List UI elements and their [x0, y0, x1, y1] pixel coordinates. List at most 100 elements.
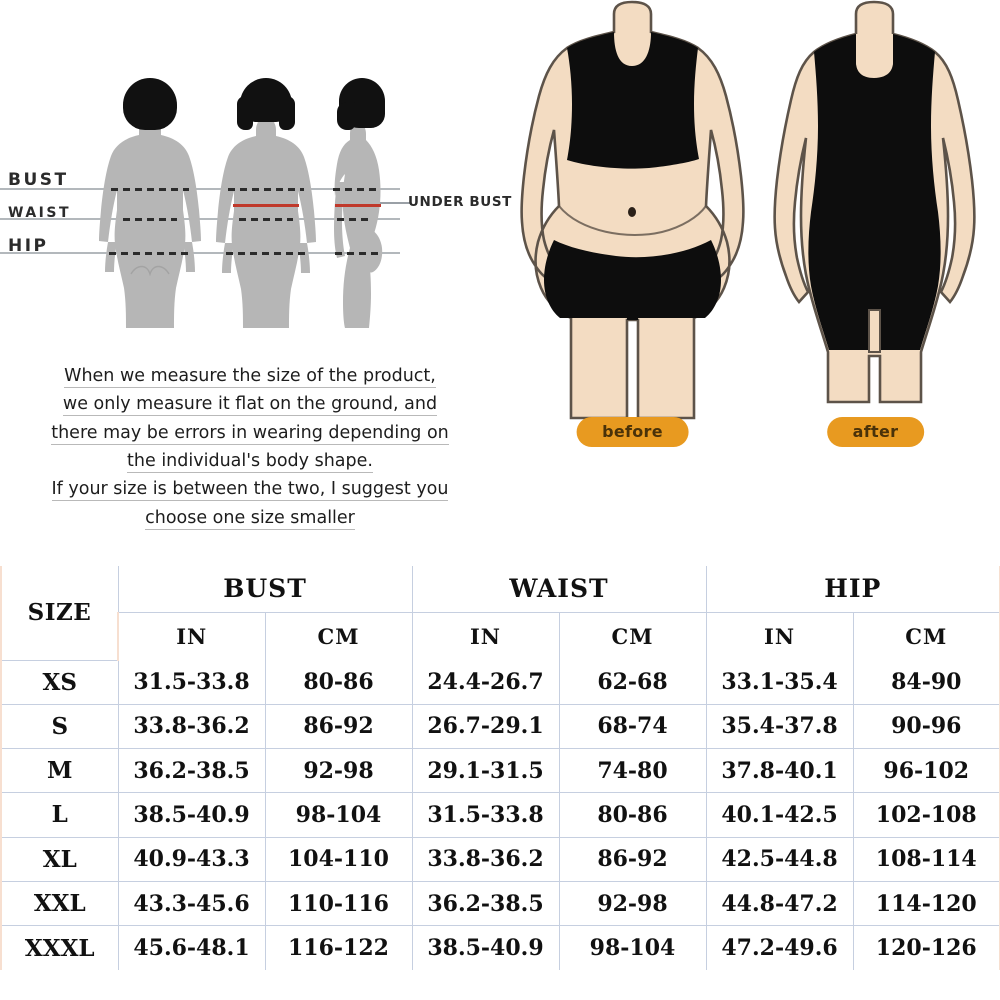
waist-guide-line	[0, 218, 400, 220]
hair-side-view-strand	[337, 102, 355, 130]
header-hip-in: IN	[705, 611, 854, 660]
before-figure: before	[510, 0, 755, 465]
hip-measure-dash-front	[226, 252, 306, 255]
before-body-illustration	[520, 0, 745, 420]
header-hip-cm: CM	[852, 611, 1000, 660]
cell-hip-in: 35.4-37.8	[705, 703, 854, 750]
cell-waist-cm: 80-86	[558, 792, 707, 838]
cell-size: M	[0, 748, 119, 794]
cell-bust-in: 31.5-33.8	[117, 660, 266, 705]
table-row: M 36.2-38.5 92-98 29.1-31.5 74-80 37.8-4…	[0, 748, 1000, 794]
cell-bust-cm: 86-92	[264, 703, 413, 750]
table-row: L 38.5-40.9 98-104 31.5-33.8 80-86 40.1-…	[0, 792, 1000, 838]
cell-hip-cm: 120-126	[852, 925, 1000, 970]
cell-bust-in: 45.6-48.1	[117, 925, 266, 970]
cell-hip-in: 47.2-49.6	[705, 925, 854, 970]
disclaimer-line-2: we only measure it flat on the ground, a…	[62, 394, 438, 417]
header-group-hip: HIP	[705, 566, 1000, 613]
under-bust-measure-line-front	[233, 204, 299, 207]
table-header: SIZE BUST WAIST HIP IN CM IN CM IN CM	[0, 566, 1000, 661]
cell-bust-cm: 116-122	[264, 925, 413, 970]
cell-bust-cm: 92-98	[264, 748, 413, 794]
table-row: XL 40.9-43.3 104-110 33.8-36.2 86-92 42.…	[0, 836, 1000, 882]
cell-size: XL	[0, 836, 119, 882]
disclaimer-line-4: the individual's body shape.	[127, 451, 373, 474]
cell-waist-in: 24.4-26.7	[411, 660, 560, 705]
waist-label: WAIST	[8, 205, 71, 221]
cell-bust-cm: 80-86	[264, 660, 413, 705]
header-row-groups: SIZE BUST WAIST HIP	[0, 566, 1000, 661]
hip-measure-dash-back	[109, 252, 191, 255]
body-figure-back-view	[95, 78, 205, 328]
cell-size: S	[0, 703, 119, 750]
hip-measure-dash-side	[335, 252, 383, 255]
front-view-silhouette	[216, 84, 316, 328]
after-badge: after	[826, 417, 925, 447]
before-badge: before	[576, 417, 689, 447]
cell-hip-in: 33.1-35.4	[705, 660, 854, 705]
cell-hip-cm: 84-90	[852, 660, 1000, 705]
cell-waist-in: 26.7-29.1	[411, 703, 560, 750]
under-bust-label: UNDER BUST	[408, 194, 512, 210]
disclaimer-line-5: If your size is between the two, I sugge…	[51, 479, 449, 502]
cell-waist-in: 33.8-36.2	[411, 836, 560, 882]
cell-waist-cm: 98-104	[558, 925, 707, 970]
header-group-bust: BUST	[117, 566, 413, 613]
cell-hip-in: 44.8-47.2	[705, 880, 854, 927]
cell-waist-cm: 92-98	[558, 880, 707, 927]
measurement-diagram: BUST WAIST HIP UNDER BUST	[0, 0, 520, 340]
cell-bust-in: 38.5-40.9	[117, 792, 266, 838]
cell-size: XS	[0, 660, 119, 705]
body-figure-front-view	[213, 78, 319, 328]
header-bust-in: IN	[117, 611, 266, 660]
cell-size: XXL	[0, 880, 119, 927]
cell-waist-cm: 86-92	[558, 836, 707, 882]
table-row: XXXL 45.6-48.1 116-122 38.5-40.9 98-104 …	[0, 925, 1000, 970]
under-bust-measure-line-side	[335, 204, 381, 207]
bust-guide-line	[0, 188, 400, 190]
disclaimer-line-3: there may be errors in wearing depending…	[51, 422, 449, 445]
disclaimer-line-6: choose one size smaller	[145, 507, 355, 530]
cell-bust-in: 36.2-38.5	[117, 748, 266, 794]
cell-waist-cm: 62-68	[558, 660, 707, 705]
table-row: XS 31.5-33.8 80-86 24.4-26.7 62-68 33.1-…	[0, 660, 1000, 705]
header-waist-in: IN	[411, 611, 560, 660]
cell-size: L	[0, 792, 119, 838]
header-waist-cm: CM	[558, 611, 707, 660]
cell-size: XXXL	[0, 925, 119, 970]
hair-back-view	[123, 78, 177, 130]
cell-bust-cm: 104-110	[264, 836, 413, 882]
bust-label: BUST	[8, 170, 69, 190]
cell-hip-cm: 108-114	[852, 836, 1000, 882]
header-row-units: IN CM IN CM IN CM	[1, 611, 1000, 660]
waist-measure-dash-side	[337, 218, 371, 221]
cell-hip-in: 42.5-44.8	[705, 836, 854, 882]
before-after-comparison: before after	[505, 0, 1000, 465]
back-view-silhouette	[99, 116, 201, 328]
cell-bust-in: 33.8-36.2	[117, 703, 266, 750]
cell-bust-in: 43.3-45.6	[117, 880, 266, 927]
after-figure: after	[753, 0, 998, 465]
disclaimer-line-1: When we measure the size of the product,	[64, 366, 436, 388]
cell-waist-cm: 74-80	[558, 748, 707, 794]
after-body-illustration	[773, 0, 976, 404]
cell-waist-in: 29.1-31.5	[411, 748, 560, 794]
hair-side-strand-right	[279, 96, 295, 130]
body-figure-side-view	[325, 78, 405, 328]
cell-hip-cm: 90-96	[852, 703, 1000, 750]
cell-bust-cm: 110-116	[264, 880, 413, 927]
cell-hip-cm: 114-120	[852, 880, 1000, 927]
cell-waist-in: 36.2-38.5	[411, 880, 560, 927]
hair-side-strand-left	[237, 96, 253, 130]
bust-measure-dash-back	[111, 188, 189, 191]
table-row: S 33.8-36.2 86-92 26.7-29.1 68-74 35.4-3…	[0, 703, 1000, 750]
size-chart-table: SIZE BUST WAIST HIP IN CM IN CM IN CM XS…	[0, 566, 1000, 970]
cell-waist-in: 31.5-33.8	[411, 792, 560, 838]
cell-waist-in: 38.5-40.9	[411, 925, 560, 970]
header-group-waist: WAIST	[411, 566, 707, 613]
waist-measure-dash-back	[123, 218, 177, 221]
cell-hip-in: 37.8-40.1	[705, 748, 854, 794]
table-row: XXL 43.3-45.6 110-116 36.2-38.5 92-98 44…	[0, 880, 1000, 927]
cell-bust-cm: 98-104	[264, 792, 413, 838]
